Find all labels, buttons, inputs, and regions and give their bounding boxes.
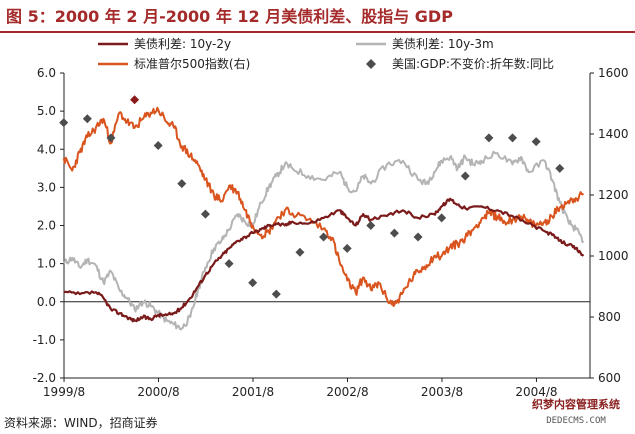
legend-label-gdp: 美国:GDP:不变价:折年数:同比 [392, 56, 554, 71]
y-left-tick-label: 0.0 [37, 295, 56, 309]
gdp-point [319, 232, 329, 242]
axes-layer: -2.0 -1.0 0.0 1.0 2.0 3.0 4.0 5.0 6.0 600 800 1000 1… [33, 66, 629, 399]
gdp-point [130, 95, 140, 105]
legend-label-10y-2y: 美债利差: 10y-2y [134, 37, 231, 51]
gdp-point [248, 278, 258, 288]
y-left-tick-label: 3.0 [37, 180, 56, 194]
y-right-tick-label: 600 [598, 371, 621, 385]
y-left-tick-label: -1.0 [33, 333, 56, 347]
watermark-line2: DEDECMS.COM [546, 416, 606, 426]
y-right-tick-label: 1600 [598, 66, 629, 80]
gdp-point [389, 228, 399, 238]
watermark: 织梦内容管理系统 DEDECMS.COM [522, 397, 630, 431]
legend-label-10y-3m: 美债利差: 10y-3m [392, 37, 494, 51]
gdp-point [437, 213, 447, 223]
y-left-tick-label: 5.0 [37, 104, 56, 118]
y-right-tick-label: 1200 [598, 188, 629, 202]
gdp-point [271, 289, 281, 299]
legend-swatch-gdp [366, 59, 376, 69]
y-left-tick-label: 4.0 [37, 142, 56, 156]
series-layer [59, 95, 585, 331]
gdp-point [295, 247, 305, 257]
x-tick-label: 2000/8 [137, 385, 179, 399]
watermark-line1: 织梦内容管理系统 [532, 398, 620, 411]
source-note: 资料来源：WIND，招商证券 [4, 416, 158, 430]
gdp-point [106, 133, 116, 143]
gdp-point [59, 118, 69, 128]
gdp-point [224, 259, 234, 269]
legend-layer: 美债利差: 10y-2y 美债利差: 10y-3m 标准普尔500指数(右) 美国:G… [98, 37, 554, 71]
gdp-point [508, 133, 518, 143]
y-left-tick-label: 1.0 [37, 257, 56, 271]
y-right-tick-label: 800 [598, 310, 621, 324]
gdp-point [153, 140, 163, 150]
series-10y-2y-line [63, 197, 585, 323]
y-left-tick-label: 2.0 [37, 219, 56, 233]
y-left-tick-label: 6.0 [37, 66, 56, 80]
gdp-point [413, 232, 423, 242]
y-right-tick-label: 1400 [598, 127, 629, 141]
gdp-point [460, 171, 470, 181]
x-tick-label: 1999/8 [43, 385, 85, 399]
gdp-point [555, 163, 565, 173]
chart-title: 图 5：2000 年 2 月-2000 年 12 月美债利差、股指与 GDP [6, 7, 453, 26]
gdp-point [82, 114, 92, 124]
gdp-point [366, 221, 376, 230]
x-tick-label: 2002/8 [326, 385, 368, 399]
chart-svg: -2.0 -1.0 0.0 1.0 2.0 3.0 4.0 5.0 6.0 600 800 1000 1… [33, 37, 629, 399]
title-underline [0, 31, 635, 33]
gdp-point [484, 133, 494, 143]
gdp-point [342, 243, 352, 253]
x-tick-label: 2004/8 [515, 385, 557, 399]
legend-label-sp500: 标准普尔500指数(右) [134, 56, 250, 71]
x-tick-label: 2001/8 [232, 385, 274, 399]
series-10y-3m-line [62, 150, 585, 331]
x-tick-label: 2003/8 [421, 385, 463, 399]
gdp-point [200, 209, 210, 219]
series-sp500-line [62, 106, 585, 307]
y-right-tick-label: 1000 [598, 249, 629, 263]
y-left-tick-label: -2.0 [33, 371, 56, 385]
gdp-point [177, 179, 187, 189]
gdp-point [531, 137, 541, 147]
